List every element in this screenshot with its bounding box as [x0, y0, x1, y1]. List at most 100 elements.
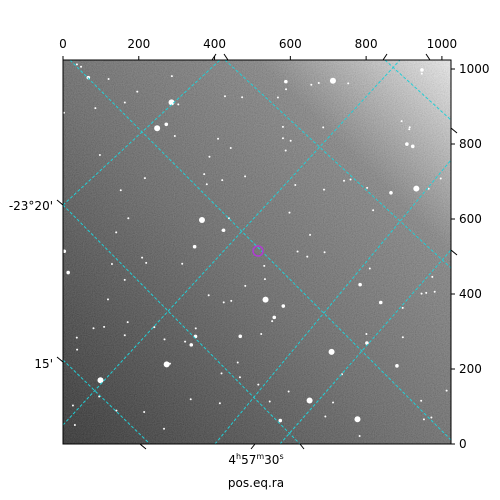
star: [285, 88, 288, 91]
star: [309, 233, 312, 236]
star: [268, 400, 271, 403]
star: [408, 128, 411, 131]
star: [296, 250, 299, 253]
star: [164, 122, 169, 127]
star: [221, 228, 226, 233]
right-tick-label: 600: [459, 212, 482, 226]
star: [236, 361, 239, 364]
star: [358, 282, 362, 287]
star: [257, 383, 260, 386]
star: [173, 135, 176, 138]
right-tick-label: 400: [459, 287, 482, 301]
star: [427, 187, 430, 190]
star: [154, 125, 161, 132]
star: [66, 270, 70, 275]
star: [126, 321, 129, 324]
star: [284, 79, 288, 84]
grid-edge-ticks: [56, 53, 458, 450]
star: [288, 211, 291, 214]
top-tick-label: 600: [279, 37, 302, 51]
star: [349, 178, 352, 181]
star: [143, 177, 146, 180]
star: [220, 372, 223, 375]
star: [163, 361, 170, 368]
star: [123, 278, 126, 281]
star: [189, 343, 194, 347]
star: [328, 348, 335, 355]
star: [136, 90, 139, 93]
right-tick-label: 200: [459, 362, 482, 376]
star: [198, 217, 205, 224]
star: [76, 348, 79, 351]
star: [439, 177, 442, 180]
grid-edge-tick: [56, 199, 64, 206]
star: [425, 291, 428, 294]
star: [184, 340, 187, 343]
star: [287, 390, 290, 393]
target-marker: [252, 245, 264, 257]
grid-edge-tick: [56, 356, 64, 363]
grid-line: [63, 204, 301, 444]
star: [207, 294, 210, 297]
star: [365, 332, 368, 335]
star: [306, 255, 309, 258]
star: [343, 179, 346, 182]
grid-line: [63, 60, 401, 426]
star: [358, 434, 361, 437]
star: [63, 249, 67, 254]
star: [127, 217, 130, 220]
star: [192, 244, 197, 249]
star: [329, 77, 336, 84]
star: [98, 153, 101, 156]
star: [170, 75, 173, 78]
star: [347, 82, 350, 85]
star: [317, 81, 320, 84]
star: [189, 398, 192, 401]
star: [271, 320, 274, 323]
star: [323, 188, 326, 191]
grid-line: [214, 159, 451, 444]
right-tick-label: 1000: [459, 62, 490, 76]
star: [395, 364, 399, 368]
star-field: [63, 63, 448, 437]
star: [205, 183, 208, 186]
star: [260, 332, 263, 335]
star: [310, 83, 313, 86]
star: [110, 263, 113, 266]
star: [272, 315, 277, 320]
star: [431, 275, 434, 278]
grid-edge-tick: [450, 249, 458, 256]
star: [145, 261, 148, 264]
star: [413, 185, 420, 192]
star: [241, 96, 244, 99]
star: [306, 397, 313, 404]
sky-image: [63, 60, 451, 444]
star: [322, 126, 325, 129]
star: [217, 137, 220, 140]
star: [92, 327, 95, 330]
star: [365, 341, 369, 345]
star: [401, 306, 404, 309]
coordinate-grid: [63, 60, 451, 444]
grid-line: [63, 60, 221, 206]
dec-label-bottom: 15': [34, 357, 53, 371]
right-axis: 0 200 400 600 800 1000: [451, 62, 490, 451]
star: [366, 186, 369, 189]
star: [410, 144, 415, 149]
grid-edge-tick: [223, 53, 229, 61]
grid-line: [63, 359, 151, 444]
star: [221, 179, 224, 182]
dec-label-top: -23°20': [9, 199, 53, 213]
star: [80, 65, 83, 68]
star: [141, 256, 144, 259]
star: [323, 251, 326, 254]
star: [433, 290, 436, 293]
star: [262, 296, 269, 303]
top-tick-label: 0: [59, 37, 67, 51]
star: [263, 264, 266, 267]
star: [63, 111, 66, 114]
star: [408, 126, 411, 129]
star: [324, 415, 327, 418]
top-tick-label: 800: [355, 37, 378, 51]
